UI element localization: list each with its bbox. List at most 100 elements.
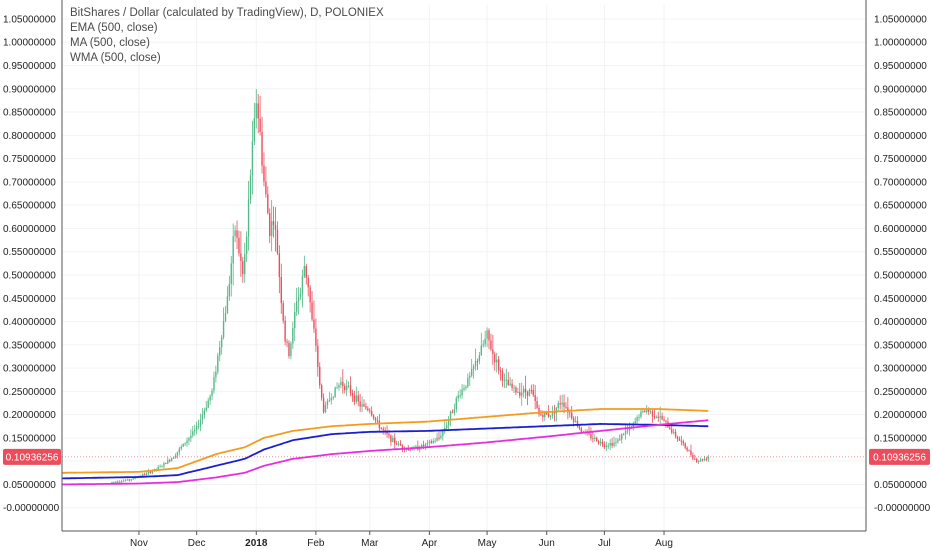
x-tick-label: Jun [539, 538, 555, 549]
candle-body [676, 436, 679, 439]
candle-body [311, 302, 313, 320]
candle-body [507, 379, 509, 386]
candle-body [151, 470, 154, 473]
candle-body [576, 421, 579, 427]
candle-body [378, 420, 381, 429]
y-tick-label-left: -0.00000000 [3, 503, 60, 514]
candle-body [469, 375, 471, 378]
candle-body [270, 221, 273, 236]
candle-body [605, 445, 608, 448]
candle-body [290, 343, 292, 357]
candle-body [546, 412, 548, 415]
candle-body [297, 296, 300, 302]
candle-body [192, 431, 194, 436]
candle-body [115, 481, 117, 483]
y-tick-label-right: 0.75000000 [874, 154, 927, 165]
candle-body [217, 355, 219, 372]
candle-body [597, 441, 600, 444]
candle-body [380, 428, 382, 430]
candle-body [426, 442, 429, 444]
candle-body [376, 420, 379, 422]
candle-body [663, 419, 665, 421]
candle-body [578, 426, 581, 429]
chart-legend: BitShares / Dollar (calculated by Tradin… [70, 6, 384, 66]
candle-body [438, 437, 440, 439]
candle-body [621, 434, 623, 440]
y-tick-label-left: 0.20000000 [3, 410, 56, 421]
y-tick-label-right: 0.80000000 [874, 131, 927, 142]
candle-body [132, 477, 134, 480]
y-tick-label-left: 0.05000000 [3, 480, 56, 491]
candle-body [526, 392, 529, 396]
candle-body [209, 395, 211, 401]
candle-body [519, 391, 521, 396]
candle-body [661, 416, 663, 420]
candle-body [409, 449, 411, 451]
y-tick-label-right: 0.65000000 [874, 201, 927, 212]
y-tick-label-right: 0.95000000 [874, 61, 927, 72]
candle-body [301, 276, 304, 294]
last-price-label-left: 0.10936256 [6, 452, 59, 463]
candle-body [601, 441, 604, 445]
candle-body [590, 433, 592, 439]
candle-body [226, 296, 229, 313]
candle-body [184, 443, 186, 445]
x-tick-label: Dec [188, 538, 206, 549]
legend-ma[interactable]: MA (500, close) [70, 37, 150, 49]
candle-body [580, 428, 583, 433]
candle-body [447, 419, 450, 426]
candle-body [521, 392, 523, 396]
y-tick-label-right: 0.15000000 [874, 433, 927, 444]
candle-body [372, 415, 375, 419]
candle-body [701, 459, 704, 461]
candle-body [640, 411, 642, 417]
candle-body [659, 416, 661, 418]
candle-body [699, 459, 702, 462]
candle-body [190, 435, 192, 439]
candle-body [215, 371, 217, 378]
candle-body [234, 230, 236, 237]
candle-body [644, 410, 646, 413]
y-tick-label-right: 0.30000000 [874, 364, 927, 375]
y-tick-label-right: 0.25000000 [874, 387, 927, 398]
candle-body [120, 481, 123, 483]
candle-body [126, 479, 129, 481]
candle-body [367, 408, 369, 411]
candle-body [505, 379, 508, 381]
candle-body [615, 442, 617, 444]
candle-body [665, 420, 667, 422]
candle-body [686, 447, 688, 451]
candle-body [207, 400, 209, 408]
candle-body [467, 377, 469, 387]
legend-wma[interactable]: WMA (500, close) [70, 52, 161, 64]
candle-body [451, 411, 454, 413]
y-tick-label-left: 0.60000000 [3, 224, 56, 235]
candle-body [172, 457, 175, 459]
candle-body [472, 366, 475, 369]
candle-body [305, 266, 307, 278]
candle-body [690, 450, 692, 455]
candle-body [515, 387, 517, 393]
y-tick-label-right: 0.05000000 [874, 480, 927, 491]
candle-body [613, 442, 615, 446]
candle-body [449, 411, 452, 420]
x-tick-label: 2018 [245, 538, 268, 549]
candle-body [455, 398, 458, 410]
candle-body [434, 440, 436, 442]
candle-body [457, 395, 459, 399]
candle-body [244, 253, 246, 275]
legend-title: BitShares / Dollar (calculated by Tradin… [70, 7, 384, 19]
candle-body [265, 181, 267, 195]
candle-body [490, 340, 492, 350]
candle-body [261, 131, 263, 166]
candle-body [178, 448, 181, 453]
candle-body [149, 471, 152, 473]
candle-body [484, 338, 486, 345]
y-tick-label-right: 0.35000000 [874, 340, 927, 351]
y-tick-label-left: 0.40000000 [3, 317, 56, 328]
y-tick-label-right: 0.60000000 [874, 224, 927, 235]
legend-ema[interactable]: EMA (500, close) [70, 22, 158, 34]
candle-body [411, 449, 413, 451]
x-tick-label: Jul [598, 538, 611, 549]
